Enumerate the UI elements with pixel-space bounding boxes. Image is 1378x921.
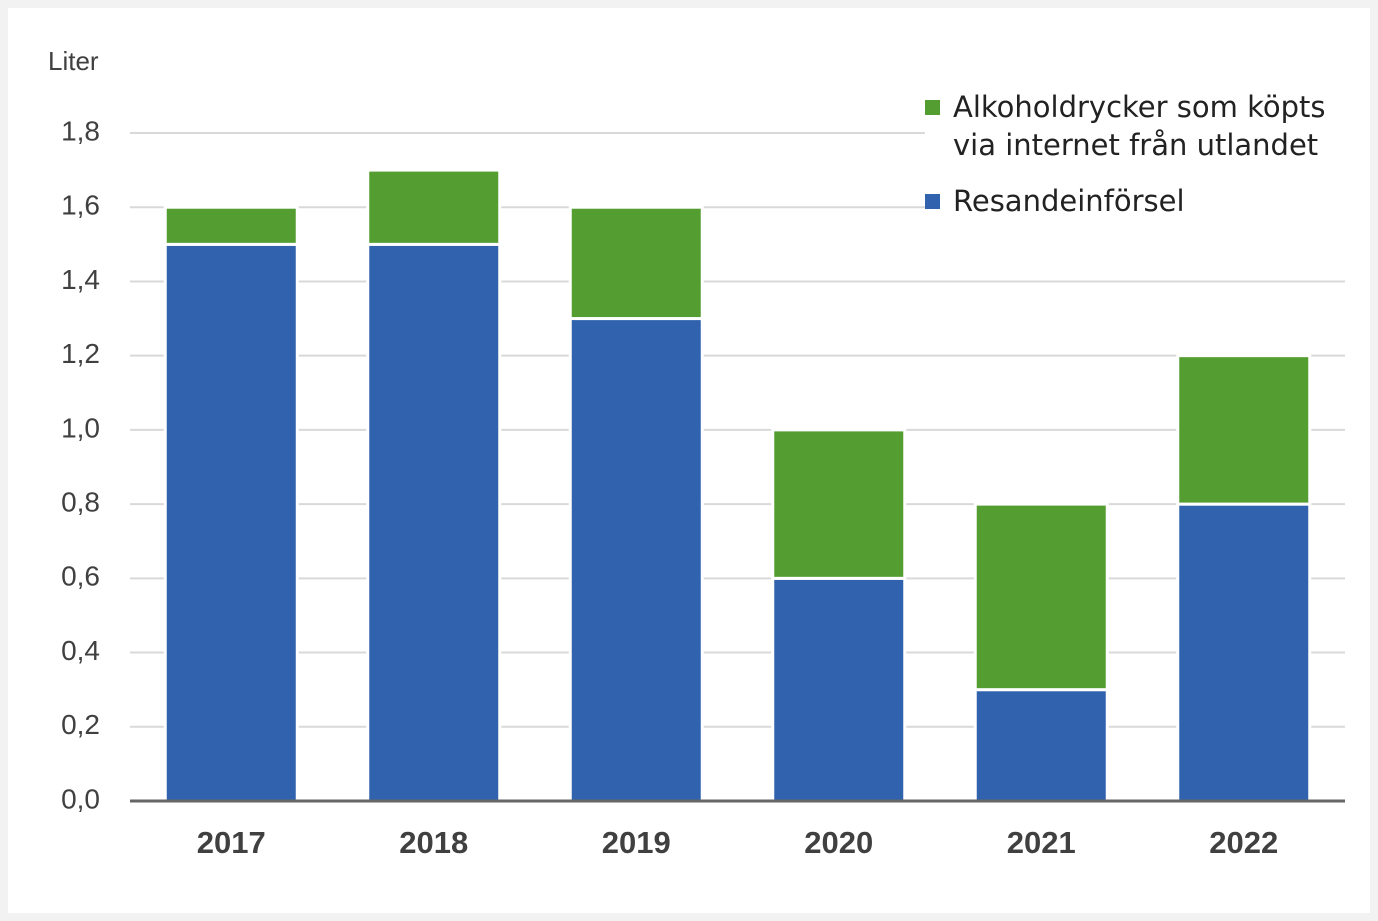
legend-swatch xyxy=(925,194,940,209)
bar-segment xyxy=(366,168,502,246)
legend-item: Alkoholdrycker som köpts via internet fr… xyxy=(925,88,1345,164)
x-tick-label: 2020 xyxy=(804,825,873,860)
legend-item: Resandeinförsel xyxy=(925,182,1345,220)
bar-segment xyxy=(1176,354,1312,506)
x-tick-label: 2022 xyxy=(1209,825,1278,860)
x-tick-label: 2018 xyxy=(399,825,468,860)
bar-segment xyxy=(163,205,299,246)
bar-segment xyxy=(771,576,907,803)
y-tick-label: 1,0 xyxy=(61,412,100,443)
y-tick-label: 1,4 xyxy=(61,264,100,295)
bar-segment xyxy=(366,242,502,803)
x-tick-label: 2021 xyxy=(1007,825,1076,860)
bar-segment xyxy=(568,205,704,321)
y-tick-label: 0,4 xyxy=(61,635,100,666)
bar-segment xyxy=(1176,502,1312,803)
bar-segment xyxy=(771,428,907,580)
legend: Alkoholdrycker som köpts via internet fr… xyxy=(925,88,1345,238)
y-tick-label: 1,8 xyxy=(61,115,100,146)
y-tick-label: 0,0 xyxy=(61,783,100,814)
legend-label: Resandeinförsel xyxy=(953,184,1185,218)
y-tick-label: 1,2 xyxy=(61,338,100,369)
y-tick-label: 0,8 xyxy=(61,487,100,518)
y-axis-label: Liter xyxy=(48,46,99,76)
bar-segment xyxy=(568,317,704,803)
y-tick-label: 0,6 xyxy=(61,561,100,592)
bar-segment xyxy=(163,242,299,803)
bar-segment xyxy=(973,502,1109,692)
y-tick-label: 0,2 xyxy=(61,709,100,740)
y-tick-label: 1,6 xyxy=(61,190,100,221)
legend-label: Alkoholdrycker som köpts via internet fr… xyxy=(953,90,1326,162)
x-tick-label: 2019 xyxy=(602,825,671,860)
bar-segment xyxy=(973,688,1109,803)
x-tick-label: 2017 xyxy=(197,825,266,860)
legend-swatch xyxy=(925,100,940,115)
